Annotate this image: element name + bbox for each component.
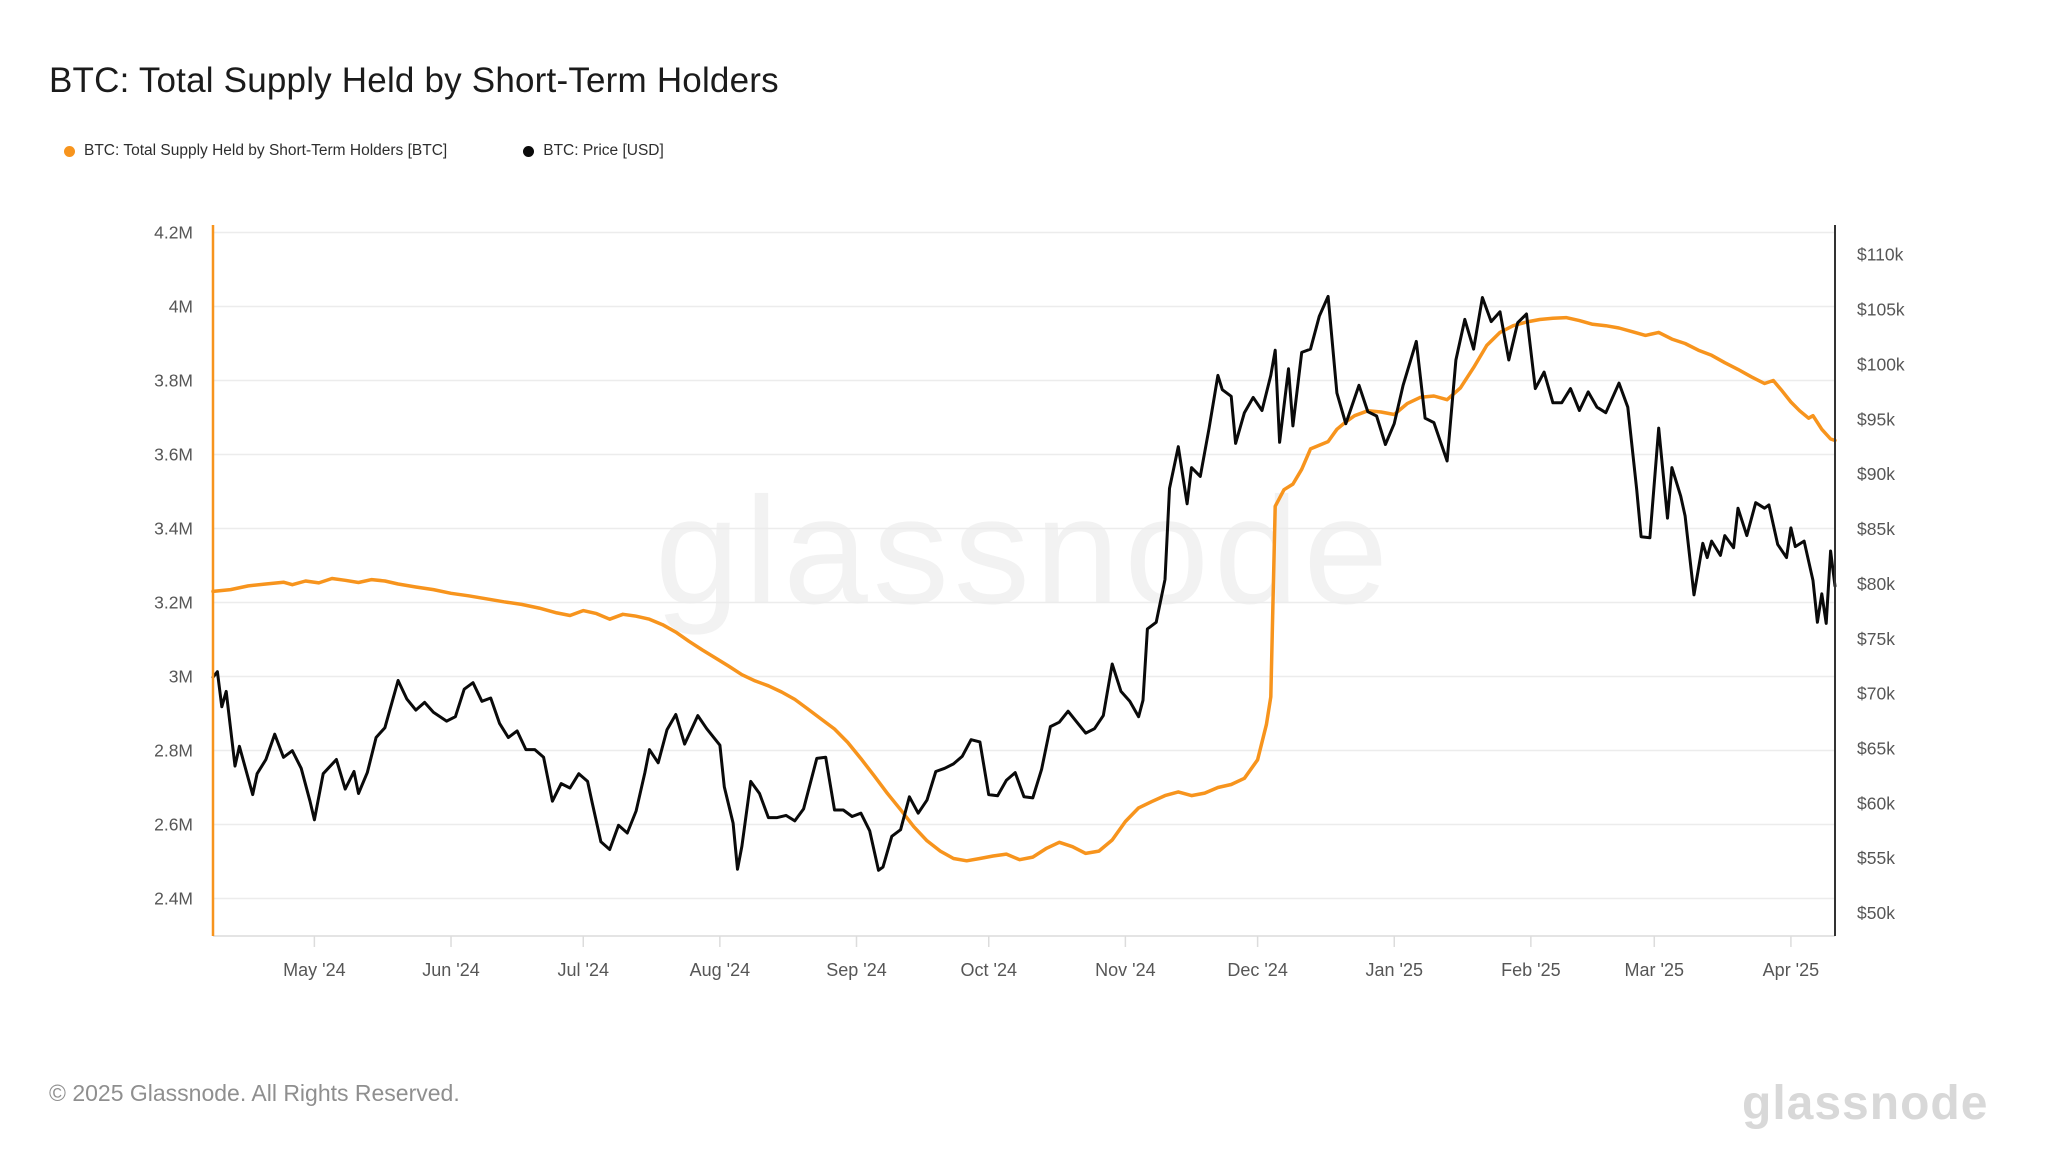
legend-swatch-supply-icon [64,145,75,157]
x-axis-label: Sep '24 [826,960,887,980]
page-title: BTC: Total Supply Held by Short-Term Hol… [49,61,779,101]
y-axis-right-label: $80k [1857,574,1895,594]
y-axis-left-label: 4.2M [154,223,193,243]
y-axis-left-label: 2.8M [154,741,193,761]
y-axis-right-label: $65k [1857,739,1895,759]
x-axis-label: Apr '25 [1763,960,1819,980]
y-axis-left-label: 3.4M [154,519,193,539]
x-axis-label: Oct '24 [961,960,1017,980]
x-axis-label: Mar '25 [1625,960,1684,980]
y-axis-left-label: 2.6M [154,815,193,835]
y-axis-right-label: $75k [1857,629,1895,649]
legend-item-sth-supply-label: BTC: Total Supply Held by Short-Term Hol… [84,142,448,159]
chart-legend: BTC: Total Supply Held by Short-Term Hol… [64,142,664,160]
y-axis-left-label: 3.6M [154,445,193,465]
y-axis-left-label: 3.8M [154,371,193,391]
x-axis-label: May '24 [283,960,345,980]
x-axis-label: Jun '24 [422,960,479,980]
x-axis-label: Jul '24 [558,960,609,980]
y-axis-right-label: $100k [1857,354,1905,374]
y-axis-left-label: 4M [169,297,193,317]
y-axis-right-label: $50k [1857,903,1895,923]
y-axis-right-label: $55k [1857,848,1895,868]
glassnode-watermark: glassnode [655,466,1393,636]
y-axis-left-label: 2.4M [154,889,193,909]
y-axis-right-label: $95k [1857,409,1895,429]
series-line-supply [211,315,1837,863]
y-axis-right-label: $105k [1857,300,1905,320]
y-axis-right-label: $70k [1857,684,1895,704]
y-axis-left-label: 3M [169,667,193,687]
legend-item-sth-supply[interactable]: BTC: Total Supply Held by Short-Term Hol… [64,142,447,160]
legend-item-price-label: BTC: Price [USD] [543,142,664,159]
y-axis-left-label: 3.2M [154,593,193,613]
x-axis-label: Nov '24 [1095,960,1155,980]
y-axis-right-label: $85k [1857,519,1895,539]
series-line-price [211,294,1837,872]
y-axis-right-label: $110k [1857,245,1904,265]
y-axis-right-label: $60k [1857,793,1895,813]
y-axis-right-label: $90k [1857,464,1895,484]
x-axis-label: Dec '24 [1227,960,1287,980]
copyright-text: © 2025 Glassnode. All Rights Reserved. [49,1080,460,1106]
x-axis-label: Jan '25 [1365,960,1422,980]
legend-item-price[interactable]: BTC: Price [USD] [523,142,664,160]
x-axis-label: Feb '25 [1501,960,1560,980]
glassnode-logo[interactable]: glassnode [1742,1077,1989,1130]
x-axis-label: Aug '24 [690,960,751,980]
legend-swatch-price-icon [523,145,535,157]
